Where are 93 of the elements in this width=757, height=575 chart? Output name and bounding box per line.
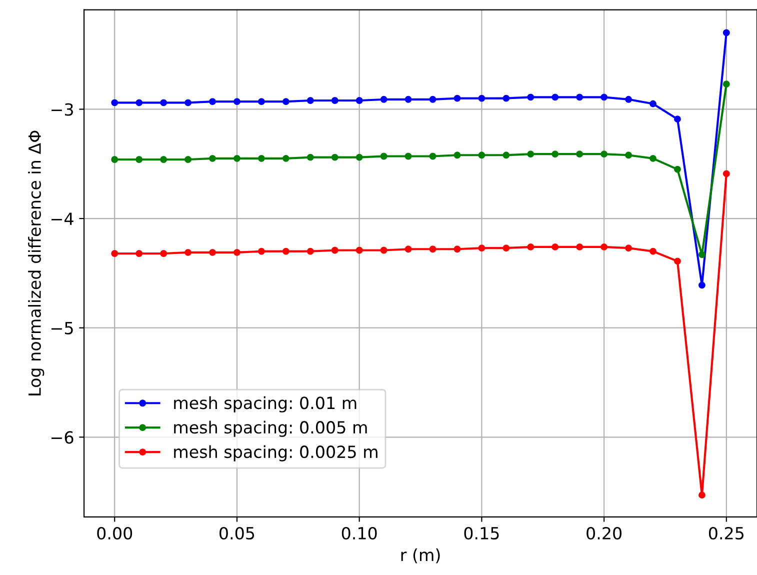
- point: [698, 282, 706, 289]
- point: [502, 94, 510, 102]
- point: [111, 250, 118, 257]
- y-axis-title: Log normalized difference in ΔΦ: [28, 130, 44, 396]
- point: [160, 156, 168, 163]
- x-tick-label: 0.10: [342, 526, 377, 540]
- point: [527, 150, 534, 158]
- point: [674, 166, 681, 173]
- point: [722, 170, 730, 178]
- point: [576, 243, 584, 250]
- point: [552, 94, 559, 101]
- point: [576, 150, 584, 158]
- point: [306, 154, 314, 161]
- point: [600, 150, 608, 158]
- point: [160, 250, 168, 257]
- point: [404, 152, 412, 160]
- point: [650, 100, 656, 108]
- point: [160, 99, 168, 106]
- point: [380, 246, 388, 254]
- point: [674, 116, 681, 123]
- point: [184, 156, 192, 163]
- legend-label: mesh spacing: 0.01 m: [174, 396, 356, 412]
- point: [111, 156, 118, 163]
- point: [306, 248, 314, 255]
- point: [527, 94, 534, 101]
- point: [209, 248, 216, 256]
- point: [698, 251, 706, 258]
- point: [454, 94, 461, 102]
- point: [527, 243, 534, 250]
- point: [650, 248, 656, 255]
- point: [502, 244, 510, 252]
- y-tick-label: −4: [52, 212, 74, 225]
- point: [331, 246, 338, 254]
- point: [282, 98, 290, 106]
- point: [722, 29, 730, 36]
- point: [429, 246, 436, 253]
- point: [429, 96, 436, 103]
- point: [380, 96, 388, 103]
- point: [234, 154, 240, 162]
- point: [209, 154, 216, 162]
- point: [552, 150, 559, 158]
- y-tick-label: −6: [52, 431, 74, 444]
- point: [209, 98, 216, 106]
- point: [331, 154, 338, 161]
- x-axis-title: r (m): [401, 548, 440, 564]
- point: [111, 99, 118, 106]
- point: [356, 154, 363, 161]
- point: [234, 248, 240, 256]
- x-tick-label: 0.25: [708, 526, 744, 540]
- point: [722, 80, 730, 88]
- point: [600, 243, 608, 250]
- point: [454, 152, 461, 159]
- point: [404, 246, 412, 253]
- point: [600, 94, 608, 101]
- x-tick-label: 0.05: [220, 526, 254, 540]
- x-tick-label: 0.00: [97, 526, 132, 540]
- point: [356, 97, 363, 104]
- y-tick-label: −3: [52, 103, 73, 116]
- point: [502, 152, 510, 159]
- point: [136, 99, 143, 106]
- point: [552, 243, 559, 250]
- point: [478, 244, 486, 252]
- point: [184, 99, 192, 106]
- point: [258, 98, 265, 106]
- point: [234, 98, 240, 106]
- point: [478, 152, 486, 159]
- point: [625, 152, 632, 159]
- point: [650, 154, 656, 162]
- x-tick-label: 0.20: [586, 526, 622, 540]
- point: [331, 97, 338, 104]
- point: [184, 248, 192, 256]
- point: [625, 244, 632, 252]
- point: [625, 96, 632, 103]
- point: [136, 250, 143, 257]
- point: [576, 94, 584, 101]
- y-tick-label: −5: [52, 322, 73, 334]
- point: [380, 152, 388, 160]
- point: [306, 97, 314, 104]
- point: [698, 492, 706, 499]
- point: [478, 94, 486, 102]
- point: [454, 246, 461, 253]
- point: [429, 152, 436, 160]
- legend-label: mesh spacing: 0.005 m: [174, 420, 367, 437]
- legend-label: mesh spacing: 0.0025 m: [174, 445, 378, 462]
- point: [282, 154, 290, 162]
- point: [674, 258, 681, 265]
- point: [258, 248, 265, 255]
- point: [356, 246, 363, 254]
- point: [136, 156, 143, 163]
- point: [404, 96, 412, 103]
- x-tick-label: 0.15: [464, 526, 499, 540]
- point: [258, 154, 265, 162]
- point: [282, 248, 290, 255]
